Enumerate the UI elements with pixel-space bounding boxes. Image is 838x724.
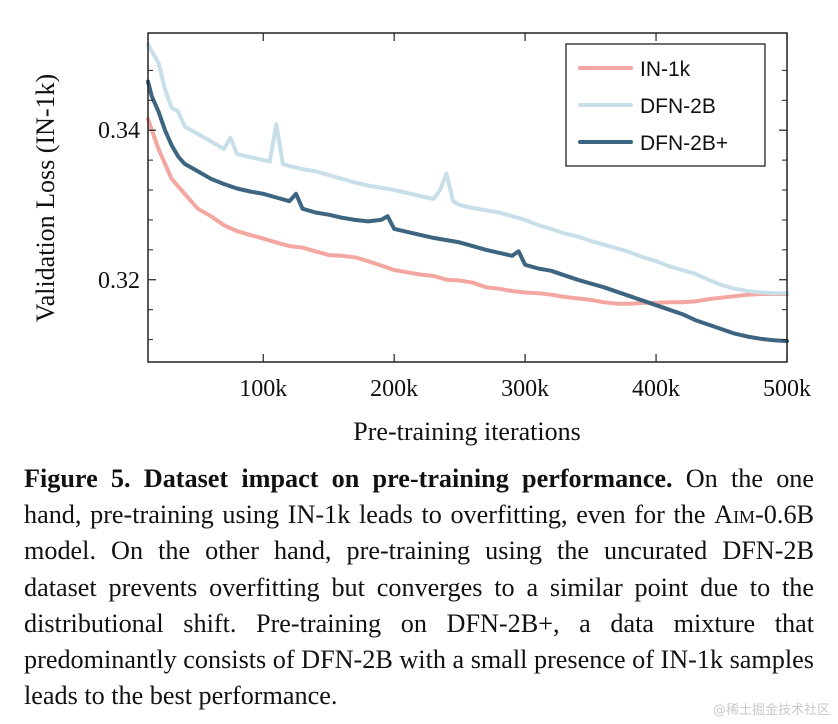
line-chart: 100k 200k 300k 400k 500k 0.34 0.32 Pre-trainin… — [31, 32, 811, 446]
series-line-dfn-2b — [146, 42, 789, 296]
legend-label-dfn-2b-plus: DFN-2B+ — [640, 132, 728, 155]
x-tick-label: 300k — [501, 376, 549, 402]
series-line-in-1k — [146, 117, 789, 306]
y-tick-label: 0.34 — [98, 118, 140, 144]
watermark: @稀土掘金技术社区 — [712, 703, 830, 718]
series-line-dfn-2b-plus — [146, 79, 789, 344]
legend-label-dfn-2b: DFN-2B — [640, 95, 716, 118]
x-axis-title: Pre-training iterations — [353, 417, 580, 446]
caption-text-1: On the one hand, pre-training using IN-1… — [24, 464, 815, 530]
x-tick-label: 400k — [632, 376, 680, 402]
x-tick-label: 200k — [370, 376, 418, 402]
legend: IN-1k DFN-2B DFN-2B+ — [565, 43, 766, 167]
ticks-layer: 100k 200k 300k 400k 500k 0.34 0.32 — [98, 33, 811, 402]
caption-lead: Figure 5. Dataset impact on pre-training… — [24, 464, 673, 493]
plot-frame — [147, 32, 788, 363]
figure-caption: Figure 5. Dataset impact on pre-training… — [24, 461, 814, 714]
y-tick-label: 0.32 — [98, 268, 140, 294]
x-tick-label: 500k — [763, 376, 811, 402]
y-axis-title: Validation Loss (IN-1k) — [31, 74, 60, 322]
caption-text-2: -0.6B model. On the other hand, pre-trai… — [24, 500, 814, 711]
series-layer — [146, 42, 789, 344]
x-tick-label: 100k — [239, 376, 287, 402]
legend-label-in-1k: IN-1k — [640, 58, 691, 81]
caption-model-name: Aim — [714, 500, 756, 530]
